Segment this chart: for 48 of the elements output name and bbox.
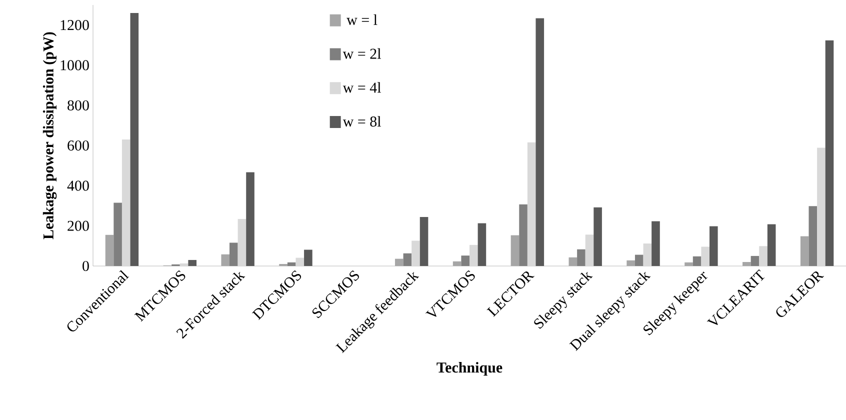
bar [585,234,594,266]
bar [412,240,420,266]
bar [296,258,304,266]
bar [304,250,312,266]
bar [122,140,130,266]
bar [701,246,710,266]
legend-label: w = 2l [342,48,381,59]
bar [287,262,296,266]
y-tick-label: 400 [67,180,89,191]
bar [420,217,428,266]
bar [767,224,776,266]
bar [634,254,644,266]
bar [527,142,536,266]
bar [692,256,702,266]
bar [817,148,826,266]
bar [643,244,652,266]
bar [577,249,586,266]
bar [478,223,486,266]
x-axis-title: Technique [436,362,502,376]
bar [652,221,660,266]
y-tick-label: 1000 [60,60,89,70]
bar [188,260,196,266]
bar [230,242,238,266]
bar [114,202,122,266]
legend-label: w = 4l [342,82,381,93]
bar [246,172,254,266]
y-tick-label: 600 [68,140,89,151]
bar [759,246,768,266]
bar [403,253,412,266]
bar [461,256,470,266]
bar [710,226,718,266]
bar [594,207,602,266]
bar [519,204,528,266]
legend-label: w = l [346,14,378,25]
y-axis-title: Leakage power dissipation (pW) [42,32,57,240]
bar [825,40,834,266]
bar [750,256,760,266]
y-tick-label: 0 [82,260,89,272]
bar [470,244,478,266]
bar [536,18,544,266]
y-tick-label: 1200 [60,20,89,30]
bar [130,13,139,266]
y-tick-label: 200 [68,220,89,231]
bar [808,206,818,266]
bar [180,263,188,266]
bar [238,219,246,266]
legend-label: w = 8l [342,116,381,127]
y-tick-label: 800 [68,100,89,110]
